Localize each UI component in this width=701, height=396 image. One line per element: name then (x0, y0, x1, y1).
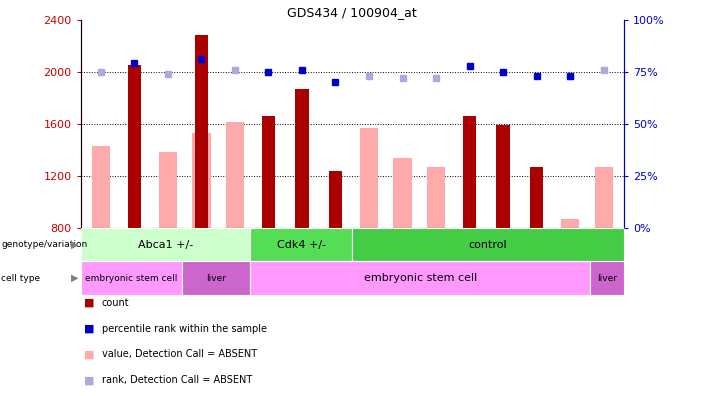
Bar (195, 35, 208, 228)
Text: cell type: cell type (1, 274, 41, 283)
Bar (496, 125, 510, 228)
Bar (81, 228, 250, 261)
Text: ■: ■ (84, 375, 95, 385)
Bar (530, 167, 543, 228)
Text: count: count (102, 298, 129, 308)
Text: ■: ■ (84, 349, 95, 360)
Bar (329, 171, 342, 228)
Bar (250, 228, 353, 261)
Bar (81, 261, 182, 295)
Bar (128, 65, 141, 228)
Bar (295, 89, 308, 228)
Text: ▶: ▶ (71, 273, 79, 283)
Text: ▶: ▶ (71, 240, 79, 249)
Text: genotype/variation: genotype/variation (1, 240, 88, 249)
Title: GDS434 / 100904_at: GDS434 / 100904_at (287, 6, 417, 19)
Text: control: control (469, 240, 508, 249)
Bar (427, 167, 445, 228)
Bar (463, 116, 477, 228)
Bar (360, 128, 379, 228)
Bar (261, 116, 275, 228)
Text: rank, Detection Call = ABSENT: rank, Detection Call = ABSENT (102, 375, 252, 385)
Text: embryonic stem cell: embryonic stem cell (364, 273, 477, 283)
Text: ■: ■ (84, 324, 95, 334)
Bar (92, 146, 110, 228)
Text: Abca1 +/-: Abca1 +/- (138, 240, 193, 249)
Bar (192, 133, 210, 228)
Bar (226, 122, 244, 228)
Text: Cdk4 +/-: Cdk4 +/- (277, 240, 326, 249)
Text: percentile rank within the sample: percentile rank within the sample (102, 324, 266, 334)
Bar (590, 261, 624, 295)
Text: liver: liver (597, 274, 617, 283)
Bar (250, 261, 590, 295)
Text: liver: liver (206, 274, 226, 283)
Bar (158, 152, 177, 228)
Text: value, Detection Call = ABSENT: value, Detection Call = ABSENT (102, 349, 257, 360)
Text: embryonic stem cell: embryonic stem cell (86, 274, 178, 283)
Bar (353, 228, 624, 261)
Bar (182, 261, 250, 295)
Bar (393, 158, 411, 228)
Text: ■: ■ (84, 298, 95, 308)
Bar (561, 219, 580, 228)
Bar (594, 167, 613, 228)
